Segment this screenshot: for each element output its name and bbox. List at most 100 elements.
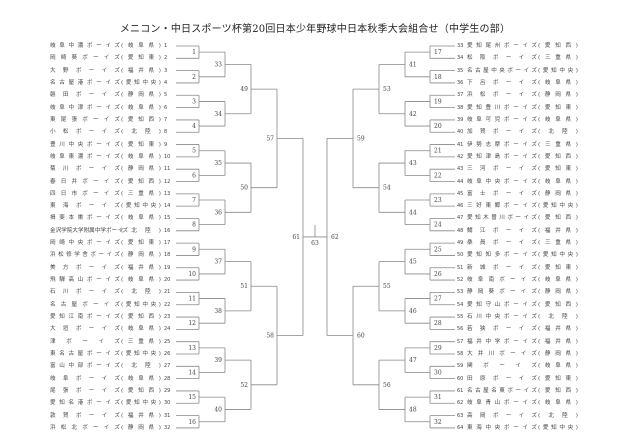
team-name: 津ボーイズ	[50, 338, 120, 345]
game-number: 2	[192, 74, 196, 81]
game-number: 19	[434, 98, 442, 105]
game-number: 21	[434, 148, 442, 155]
team-number: 26	[164, 351, 171, 357]
team-name: 名古屋港ボーイズ	[50, 79, 120, 86]
team-name: 愛知尾州ボーイズ	[467, 43, 537, 49]
team-number: 28	[164, 375, 171, 382]
team-number: 52	[457, 277, 464, 284]
team-number: 37	[457, 92, 464, 99]
team-number: 8	[164, 129, 168, 136]
team-number: 30	[164, 400, 171, 407]
game-number: 53	[383, 86, 391, 93]
team-number: 50	[457, 252, 464, 259]
team-number: 6	[164, 104, 168, 111]
game-number: 17	[434, 49, 442, 56]
game-number: 20	[434, 123, 442, 130]
game-number: 34	[214, 111, 222, 118]
team-number: 23	[164, 314, 171, 321]
team-prefecture: (愛知中央)	[538, 203, 578, 210]
team-prefecture: (愛知西)	[538, 387, 578, 394]
team-number: 44	[457, 178, 464, 185]
team-number: 40	[457, 129, 464, 136]
team-name: 名古屋ボーイズ	[50, 301, 120, 308]
game-number: 43	[409, 160, 417, 167]
game-number: 33	[214, 61, 222, 68]
team-name: 福井中学ボーイズ	[467, 338, 537, 345]
team-number: 1	[164, 43, 168, 49]
team-prefecture: (福井県)	[121, 412, 161, 419]
team-prefecture: (北陸)	[538, 129, 578, 136]
team-number: 3	[164, 67, 168, 74]
team-name: 愛知江南ボーイズ	[50, 314, 120, 321]
team-prefecture: (愛知東)	[121, 240, 161, 247]
game-number: 49	[240, 86, 248, 93]
team-name: 大野ボーイズ	[50, 67, 120, 74]
team-number: 48	[457, 227, 464, 234]
game-number: 14	[188, 369, 196, 376]
team-number: 43	[457, 166, 464, 173]
game-number: 61	[292, 234, 300, 241]
team-prefecture: (愛知西)	[538, 215, 578, 222]
team-number: 59	[457, 363, 464, 370]
game-number: 39	[214, 357, 222, 364]
team-name: 三好東郷ボーイズ	[467, 203, 537, 210]
team-number: 41	[457, 141, 464, 148]
team-prefecture: (愛知東)	[538, 104, 578, 111]
team-number: 32	[164, 424, 171, 431]
team-name: 富士ボーイズ	[467, 190, 537, 197]
game-number: 45	[409, 259, 417, 266]
game-number: 30	[434, 369, 442, 376]
team-name: 加賀ボーイズ	[467, 129, 537, 136]
team-name: 小松ボーイズ	[50, 129, 120, 136]
team-name: 東名古屋ボーイズ	[50, 351, 120, 357]
game-number: 51	[240, 283, 248, 290]
game-number: 10	[188, 271, 196, 278]
game-number: 40	[214, 406, 222, 413]
team-number: 21	[164, 289, 171, 296]
team-prefecture: (静岡県)	[121, 424, 161, 431]
team-prefecture: (福井県)	[538, 227, 578, 234]
team-name: 岐阜中濃ボーイズ	[50, 43, 120, 49]
team-number: 51	[457, 264, 464, 271]
team-number: 61	[457, 387, 464, 394]
team-prefecture: (北陸)	[121, 363, 161, 370]
team-name: 磐田ボーイズ	[50, 92, 120, 99]
team-prefecture: (北陸)	[121, 289, 161, 296]
team-name: 浜松修学舎ボーイズ	[50, 252, 120, 259]
game-number: 18	[434, 74, 442, 81]
team-number: 10	[164, 153, 171, 160]
team-prefecture: (静岡県)	[538, 351, 578, 357]
team-prefecture: (三重県)	[538, 240, 578, 247]
team-prefecture: (三重県)	[121, 338, 161, 345]
team-number: 46	[457, 203, 464, 210]
game-number: 13	[188, 345, 196, 352]
team-number: 54	[457, 301, 464, 308]
team-prefecture: (愛知東)	[121, 141, 161, 148]
team-prefecture: (愛知東)	[121, 55, 161, 62]
team-prefecture: (岐阜県)	[538, 178, 578, 185]
team-number: 7	[164, 116, 168, 123]
game-number: 32	[434, 419, 442, 426]
team-number: 29	[164, 387, 171, 394]
team-name: 桑員ボーイズ	[467, 240, 537, 247]
team-prefecture: (愛知西)	[121, 178, 161, 185]
team-number: 15	[164, 215, 171, 222]
team-name: 揖斐本巣ボーイズ	[50, 215, 120, 222]
game-number: 36	[214, 209, 222, 216]
game-number: 1	[192, 49, 196, 56]
team-number: 57	[457, 338, 464, 345]
team-number: 2	[164, 55, 168, 62]
game-number: 57	[266, 135, 274, 142]
game-number: 7	[192, 197, 196, 204]
team-name: 岐阜ボーイズ	[50, 375, 120, 382]
team-name: 岐阜南ボーイズ	[467, 277, 537, 284]
team-name: 松阪ボーイズ	[467, 55, 537, 62]
team-number: 12	[164, 178, 171, 185]
team-number: 35	[457, 67, 464, 74]
team-number: 64	[457, 424, 464, 431]
team-number: 62	[457, 400, 464, 407]
team-prefecture: (愛知中央)	[121, 301, 161, 308]
game-number: 16	[188, 419, 196, 426]
team-number: 5	[164, 92, 168, 99]
